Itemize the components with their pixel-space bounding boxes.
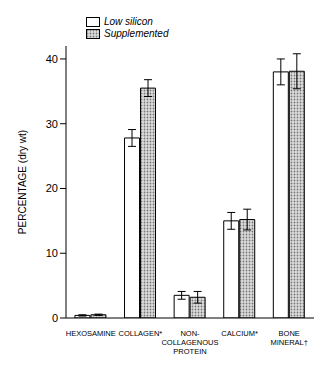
svg-text:HEXOSAMINE: HEXOSAMINE xyxy=(66,329,116,338)
svg-text:COLLAGEN*: COLLAGEN* xyxy=(119,329,163,338)
html-text:Low silicon: Low silicon xyxy=(104,16,153,27)
svg-text:CALCIUM*: CALCIUM* xyxy=(221,329,258,338)
svg-text:NON-COLLAGENOUSPROTEIN: NON-COLLAGENOUSPROTEIN xyxy=(161,329,218,356)
svg-text:20: 20 xyxy=(46,182,58,194)
svg-text:0: 0 xyxy=(52,312,58,324)
svg-text:30: 30 xyxy=(46,118,58,130)
html-text:Supplemented: Supplemented xyxy=(104,28,169,39)
svg-text:BONEMINERAL†: BONEMINERAL† xyxy=(270,329,308,347)
svg-text:40: 40 xyxy=(46,53,58,65)
svg-text:10: 10 xyxy=(46,247,58,259)
svg-text:PERCENTAGE (dry wt): PERCENTAGE (dry wt) xyxy=(17,130,28,234)
